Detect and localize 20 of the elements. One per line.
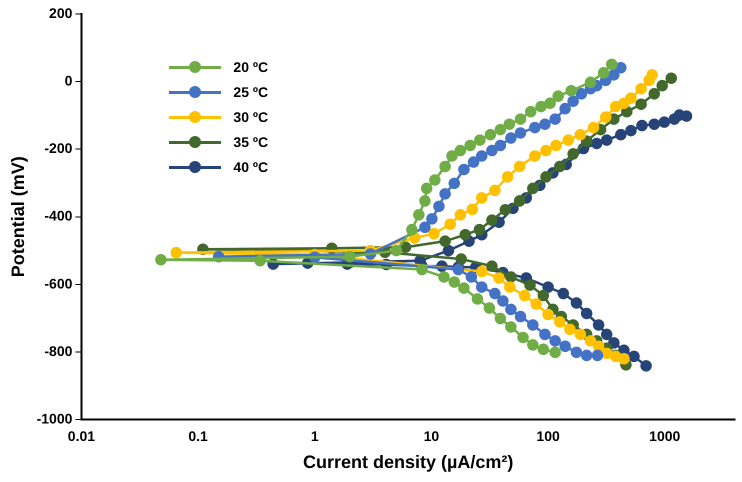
x-axis-title: Current density (µA/cm²) [303,452,514,472]
x-tick-label: 10 [424,428,440,444]
y-tick-label: -800 [44,342,73,359]
x-tick-label: 0.1 [188,428,208,444]
y-tick-label: 200 [49,4,73,21]
y-tick-label: -200 [44,140,73,156]
y-tick-label: -1000 [36,410,73,426]
y-tick-label: -600 [44,275,73,292]
x-tick-label: 1 [310,428,319,444]
y-axis-title: Potential (mV) [8,156,28,278]
legend-label: 25 ºC [233,84,268,100]
y-tick-label: -400 [44,208,73,224]
x-tick-label: 100 [536,428,560,444]
legend-label: 20 ºC [233,58,268,74]
legend-label: 30 ºC [233,108,268,124]
legend-label: 40 ºC [233,158,268,174]
y-tick-label: 0 [64,72,73,88]
legend-label: 35 ºC [233,134,268,150]
x-tick-label: 0.01 [68,428,96,444]
x-tick-label: 1000 [649,428,681,444]
